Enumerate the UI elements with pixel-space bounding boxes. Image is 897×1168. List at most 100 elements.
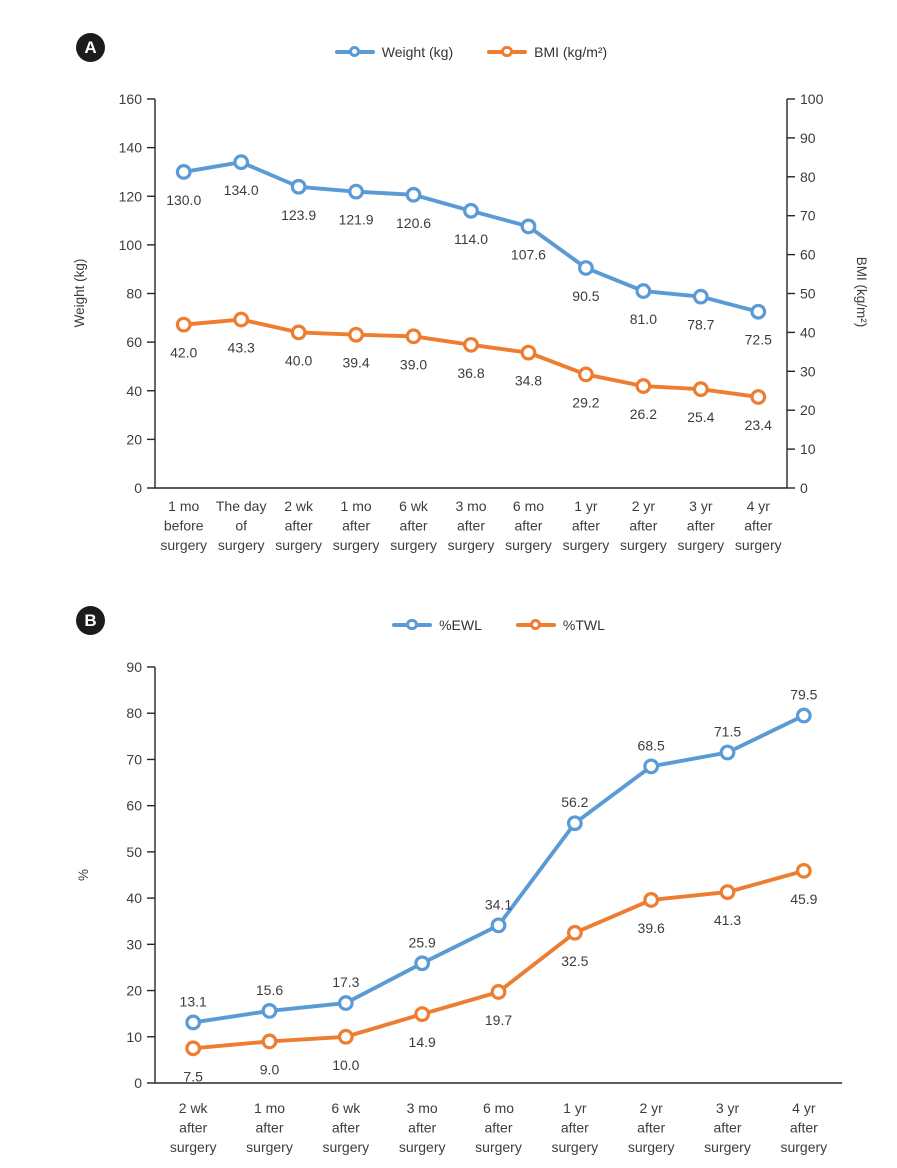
left-axis-tick-label: 160	[119, 91, 143, 107]
data-point-marker	[795, 862, 812, 879]
legend-label: %TWL	[562, 617, 605, 633]
x-axis-category-label: 2 wk after surgery	[170, 1100, 217, 1155]
legend-item-ewl: %EWL	[392, 617, 482, 633]
left-axis-tick-label: 40	[126, 890, 142, 906]
data-label: 72.5	[745, 332, 772, 348]
left-axis-tick-label: 70	[126, 751, 142, 767]
right-axis-tick-label: 100	[800, 91, 824, 107]
right-axis-tick-label: 80	[800, 169, 816, 185]
data-label: 120.6	[396, 215, 431, 231]
legend-label: BMI (kg/m²)	[534, 44, 608, 60]
data-point-marker	[520, 218, 537, 235]
data-label: 23.4	[745, 417, 772, 433]
data-label: 7.5	[183, 1068, 203, 1084]
data-point-marker	[578, 366, 594, 383]
data-label: 114.0	[454, 231, 488, 247]
x-axis-category-label: 1 mo before surgery	[160, 498, 207, 553]
data-label: 34.1	[485, 896, 512, 912]
right-axis-tick-label: 0	[800, 480, 808, 496]
data-label: 71.5	[714, 724, 741, 740]
line-with-ring-icon	[334, 45, 375, 59]
data-label: 39.4	[342, 355, 369, 371]
x-axis-category-label: 1 yr after surgery	[563, 498, 610, 553]
data-point-marker	[337, 995, 354, 1011]
data-point-marker	[463, 336, 479, 353]
data-label: 13.1	[180, 993, 207, 1009]
right-axis-tick-label: 20	[800, 402, 816, 418]
data-label: 9.0	[260, 1061, 280, 1077]
left-axis-tick-label: 120	[119, 188, 143, 204]
line-with-ring-icon	[487, 45, 528, 59]
data-point-marker	[261, 1002, 278, 1019]
data-point-marker	[175, 316, 192, 333]
data-point-marker	[643, 892, 660, 908]
series-line	[191, 713, 806, 1025]
line-with-ring-icon	[392, 618, 433, 632]
panel-b-legend: %EWL %TWL	[155, 617, 842, 633]
legend-label: %EWL	[439, 617, 482, 633]
data-point-marker	[185, 1014, 202, 1031]
data-label: 36.8	[457, 365, 484, 381]
x-axis-category-label: 3 yr after surgery	[677, 498, 724, 553]
right-axis-tick-label: 10	[800, 441, 816, 457]
x-axis-category-label: 2 yr after surgery	[620, 498, 667, 553]
x-axis-category-label: 1 mo after surgery	[333, 498, 380, 553]
x-axis-category-label: 3 mo after surgery	[448, 498, 495, 553]
data-label: 90.5	[572, 288, 599, 304]
data-label: 39.0	[400, 356, 427, 372]
line-with-ring-icon	[515, 618, 556, 632]
panel-a-legend: Weight (kg) BMI (kg/m²)	[155, 44, 787, 60]
data-label: 14.9	[409, 1034, 436, 1050]
legend-item-bmi: BMI (kg/m²)	[487, 44, 607, 60]
panel-a-badge: A	[76, 33, 105, 62]
x-axis-category-label: 1 yr after surgery	[551, 1100, 598, 1155]
data-point-marker	[337, 1028, 354, 1045]
data-point-marker	[795, 707, 812, 724]
data-label: 81.0	[630, 311, 657, 327]
data-label: 42.0	[170, 345, 197, 361]
data-label: 43.3	[228, 340, 255, 356]
right-axis-tick-label: 60	[800, 247, 816, 263]
data-point-marker	[692, 288, 709, 305]
data-label: 79.5	[790, 687, 817, 703]
data-label: 40.0	[285, 352, 312, 368]
data-point-marker	[175, 164, 192, 180]
data-point-marker	[185, 1040, 202, 1057]
data-point-marker	[692, 381, 709, 398]
data-point-marker	[750, 389, 767, 405]
data-label: 29.2	[572, 394, 599, 410]
x-axis-category-label: 1 mo after surgery	[246, 1100, 293, 1155]
weight-bmi-line-chart: 0 20 40 60 80 100 120 140 160 Weight (kg) 0 10 20 30 4…	[72, 91, 869, 553]
data-point-marker	[520, 344, 537, 361]
right-axis-tick-label: 70	[800, 208, 816, 224]
legend-item-weight: Weight (kg)	[334, 44, 453, 60]
data-point-marker	[405, 328, 422, 345]
left-axis-tick-label: 0	[134, 1075, 142, 1091]
data-point-marker	[750, 303, 767, 320]
data-point-marker	[566, 924, 583, 941]
left-axis-title: Weight (kg)	[72, 259, 87, 328]
right-axis-tick-label: 50	[800, 286, 816, 302]
x-axis-category-label: 6 wk after surgery	[322, 1100, 369, 1155]
data-label: 32.5	[561, 953, 588, 969]
data-point-marker	[348, 183, 364, 200]
data-label: 45.9	[790, 891, 817, 907]
x-axis-category-label: 6 mo after surgery	[475, 1100, 522, 1155]
left-axis-tick-label: 10	[126, 1029, 142, 1045]
data-label: 26.2	[630, 406, 657, 422]
left-axis-tick-label: 60	[126, 334, 142, 350]
data-point-marker	[643, 758, 660, 775]
left-axis-tick-label: 0	[134, 480, 142, 496]
data-point-marker	[290, 324, 307, 341]
data-point-marker	[635, 283, 652, 299]
data-point-marker	[719, 884, 736, 901]
data-label: 56.2	[561, 794, 588, 810]
data-point-marker	[463, 202, 479, 219]
left-axis-tick-label: 140	[119, 140, 143, 156]
data-label: 17.3	[332, 974, 359, 990]
legend-item-twl: %TWL	[515, 617, 605, 633]
right-axis-title: BMI (kg/m²)	[854, 257, 869, 328]
data-point-marker	[719, 744, 736, 761]
x-axis-category-label: 4 yr after surgery	[780, 1100, 827, 1155]
data-label: 107.6	[511, 246, 546, 262]
